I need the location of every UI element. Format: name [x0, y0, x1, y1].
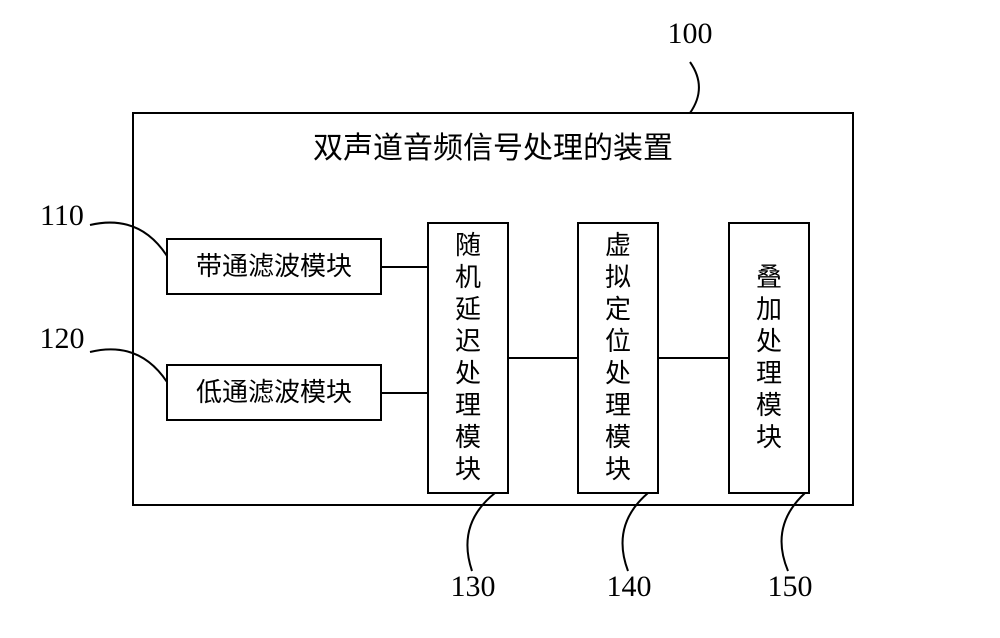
label-random-delay-0: 随: [455, 231, 481, 260]
label-bandpass: 带通滤波模块: [196, 252, 352, 281]
ref-bandpass: 110: [40, 199, 84, 232]
label-virtual-loc-3: 位: [605, 327, 631, 356]
label-random-delay-1: 机: [455, 263, 481, 292]
label-overlay-0: 叠: [756, 263, 782, 292]
label-virtual-loc-5: 理: [605, 391, 631, 420]
leader-bandpass: [90, 223, 167, 256]
ref-100: 100: [668, 17, 713, 50]
label-overlay-1: 加: [756, 295, 782, 324]
label-virtual-loc-2: 定: [605, 295, 631, 324]
label-overlay-5: 块: [756, 423, 782, 452]
ref-virtual-loc: 140: [607, 570, 652, 603]
label-overlay-2: 处: [756, 327, 782, 356]
leader-100: [690, 62, 699, 113]
ref-lowpass: 120: [40, 322, 85, 355]
leader-lowpass: [90, 349, 167, 382]
label-random-delay-3: 迟: [455, 327, 481, 356]
outer-box: [133, 113, 853, 505]
label-virtual-loc-1: 拟: [605, 263, 631, 292]
label-virtual-loc-4: 处: [605, 359, 631, 388]
ref-overlay: 150: [768, 570, 813, 603]
label-overlay-4: 模: [756, 391, 782, 420]
ref-random-delay: 130: [451, 570, 496, 603]
label-overlay-3: 理: [756, 359, 782, 388]
label-random-delay-7: 块: [455, 455, 481, 484]
label-random-delay-5: 理: [455, 391, 481, 420]
label-virtual-loc-7: 块: [605, 455, 631, 484]
label-random-delay-2: 延: [455, 295, 481, 324]
diagram-title: 双声道音频信号处理的装置: [313, 132, 673, 165]
label-random-delay-4: 处: [455, 359, 481, 388]
label-random-delay-6: 模: [455, 423, 481, 452]
label-virtual-loc-6: 模: [605, 423, 631, 452]
block-diagram: 双声道音频信号处理的装置100带通滤波模块110低通滤波模块120随机延迟处理模…: [0, 0, 1000, 638]
label-lowpass: 低通滤波模块: [196, 378, 352, 407]
label-virtual-loc-0: 虚: [605, 231, 631, 260]
